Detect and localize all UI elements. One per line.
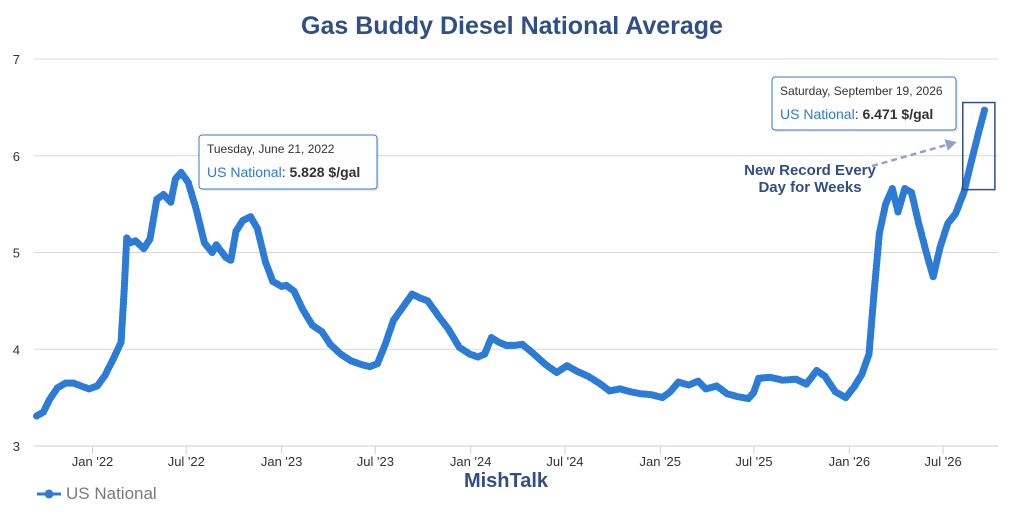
legend-item-label[interactable]: US National [66,484,157,503]
annotation-arrow [871,140,958,168]
x-tick-label: Jul '23 [357,454,394,469]
tooltip-separator: : [855,106,863,122]
x-tick-label: Jul '25 [735,454,772,469]
series-markers [33,106,989,420]
series-marker [980,106,989,114]
x-axis: Jan '22 Jul '22 Jan '23 Jul '23 Jan '24 Jul '… [34,445,998,469]
tooltip-value: 5.828 $/gal [289,164,360,180]
chart-title: Gas Buddy Diesel National Average [301,12,723,40]
x-tick-label: Jul '26 [925,454,962,469]
tooltip-box [198,134,378,190]
tooltip-series-name: US National [780,106,855,122]
x-tick-label: Jan '23 [261,454,303,469]
y-tick-label: 7 [13,52,20,67]
x-tick-label: Jul '24 [546,454,583,469]
tooltips: Tuesday, June 21, 2022 US National: 5.828… [198,76,958,191]
tooltip-value: 6.471 $/gal [862,106,933,122]
record-highlight-box [962,101,996,191]
x-tick-label: Jan '22 [72,454,114,469]
chart-credit: MishTalk [464,470,549,492]
x-tick-label: Jul '22 [168,454,205,469]
y-tick-label: 3 [13,439,20,454]
tooltip-separator: : [282,164,290,180]
y-tick-label: 4 [13,342,20,357]
tooltip-date: Tuesday, June 21, 2022 [207,142,335,156]
tooltip: Tuesday, June 21, 2022 US National: 5.828… [198,134,379,191]
series-us-national[interactable] [33,106,989,420]
legend-symbol-marker [44,489,54,499]
tooltip-date: Saturday, September 19, 2026 [780,84,943,98]
annotation-arrowhead [944,139,957,151]
annotation-line-2: Day for Weeks [758,179,861,196]
tooltip-series-name: US National [207,164,282,180]
y-axis-ticks: 3 4 5 6 7 [13,52,20,454]
y-tick-label: 5 [13,246,20,261]
tooltip-box [771,76,957,131]
highlight-rect [962,101,996,191]
y-tick-label: 6 [13,149,20,164]
legend[interactable]: US National [37,484,157,503]
x-tick-label: Jan '24 [450,454,492,469]
tooltip: Saturday, September 19, 2026 US National:… [771,76,958,132]
x-tick-label: Jan '26 [829,454,871,469]
x-tick-label: Jan '25 [640,454,682,469]
tooltip-line: US National: 5.828 $/gal [207,164,360,180]
annotation-line-1: New Record Every [744,162,876,179]
tooltip-line: US National: 6.471 $/gal [780,106,933,122]
